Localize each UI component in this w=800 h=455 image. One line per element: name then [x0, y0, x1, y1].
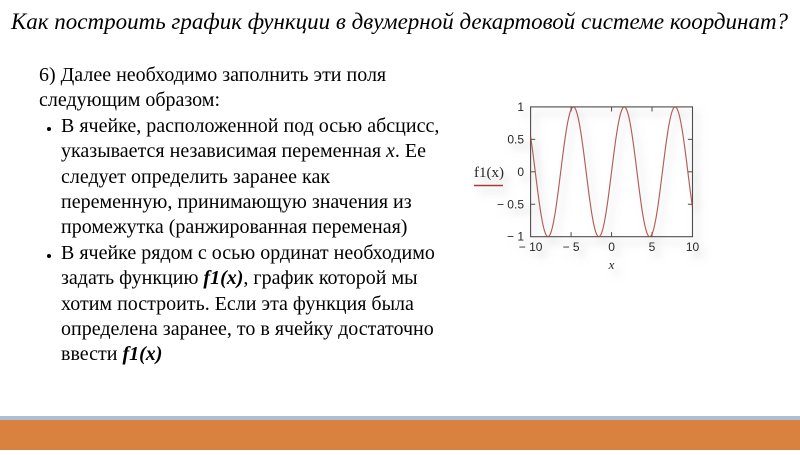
svg-text:0: 0	[608, 240, 615, 254]
svg-text:f1(x): f1(x)	[474, 165, 504, 181]
svg-text:0.5: 0.5	[507, 133, 524, 147]
svg-text:− 10: − 10	[519, 240, 543, 254]
svg-text:10: 10	[686, 240, 700, 254]
svg-text:5: 5	[649, 240, 656, 254]
svg-text:x: x	[608, 257, 615, 272]
svg-text:1: 1	[517, 100, 524, 114]
svg-text:− 0.5: − 0.5	[497, 197, 524, 211]
svg-text:− 5: − 5	[563, 240, 580, 254]
svg-text:0: 0	[517, 165, 524, 179]
